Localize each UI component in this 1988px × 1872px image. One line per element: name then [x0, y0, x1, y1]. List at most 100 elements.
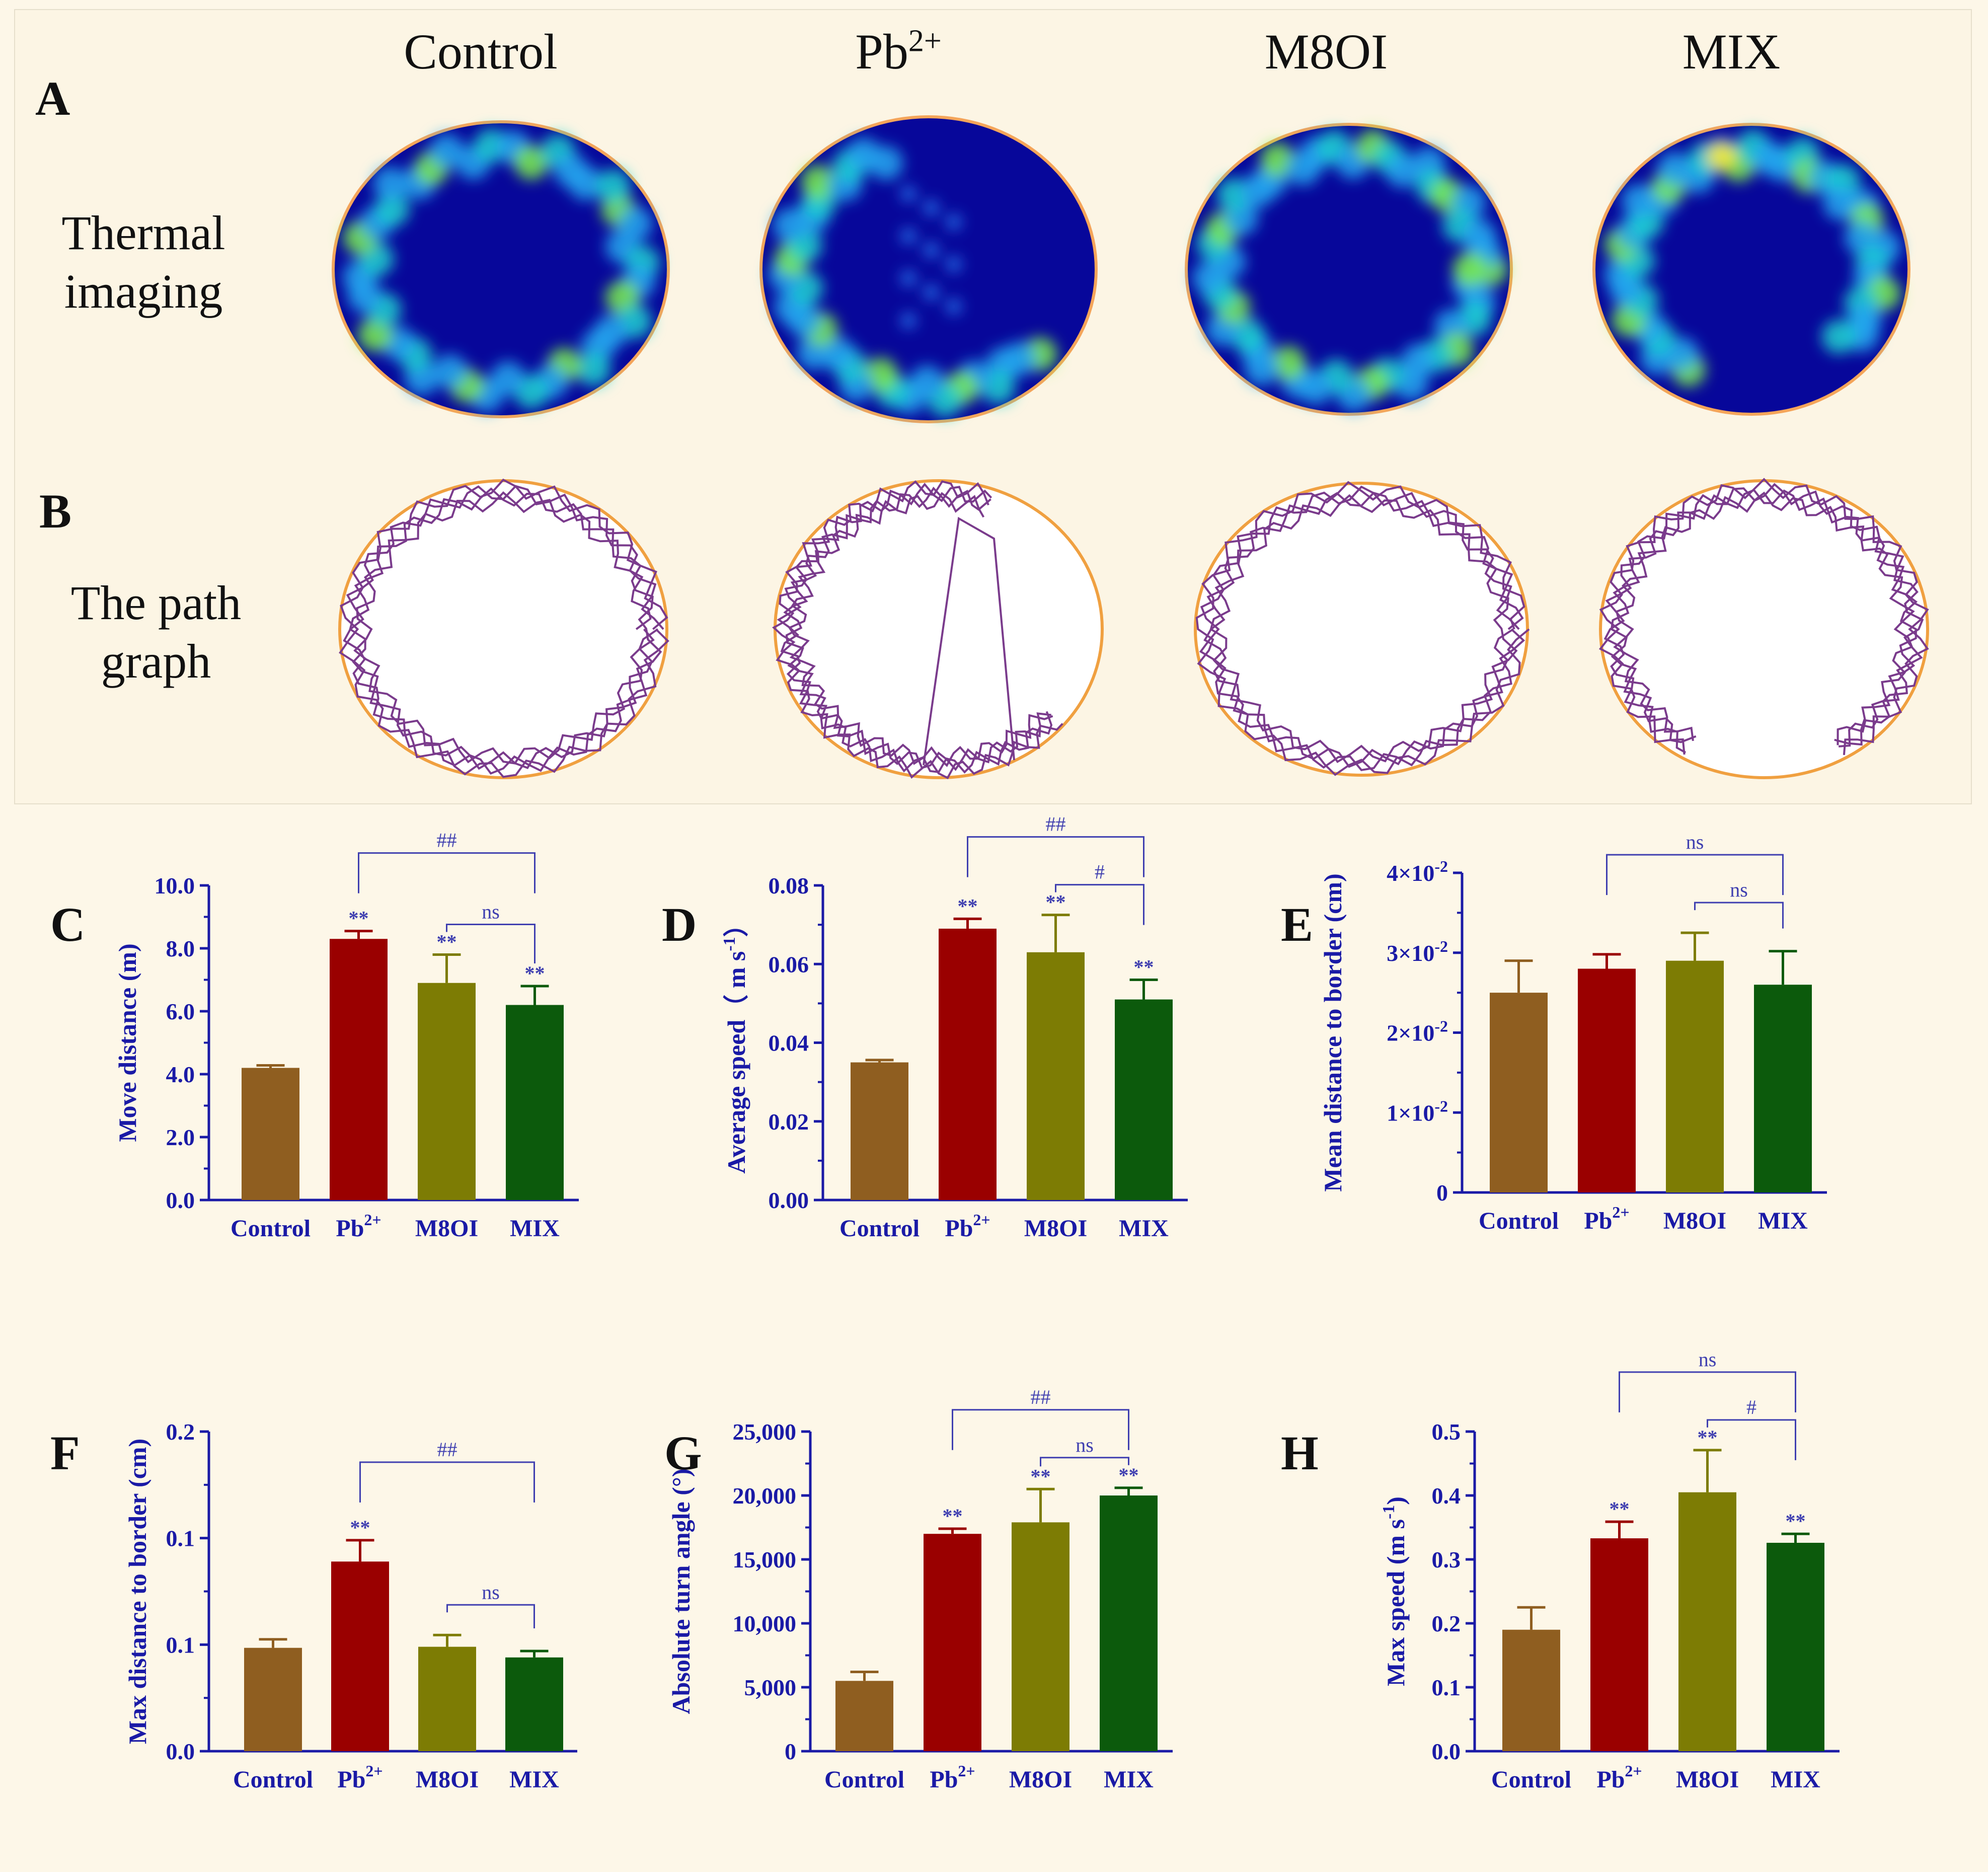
- bar-Pb2+: [1578, 968, 1636, 1192]
- y-tick-label: 10.0: [155, 873, 195, 898]
- y-axis-label: Average speed（ m s-1）: [720, 912, 750, 1173]
- category-label: Pb2+: [337, 1762, 383, 1793]
- category-label: Pb2+: [1596, 1762, 1642, 1793]
- bar-Control: [244, 1648, 302, 1751]
- y-tick-label: 6.0: [166, 999, 195, 1024]
- column-title-m8oi: M8OI: [1264, 24, 1388, 80]
- heat-spot: [900, 186, 916, 202]
- heat-spot-hot: [1706, 141, 1736, 171]
- significance-stars: **: [525, 962, 545, 985]
- significance-label: ns: [1730, 878, 1748, 901]
- y-tick-label: 5,000: [744, 1675, 797, 1700]
- category-label: Control: [231, 1215, 311, 1242]
- thermal-heat-ring: [768, 137, 1057, 417]
- path-graph-arena: [338, 479, 668, 779]
- y-tick-label: 15,000: [733, 1547, 797, 1573]
- y-tick-label: 4×10-2: [1387, 857, 1448, 886]
- movement-path: [339, 478, 669, 778]
- movement-path: [1203, 492, 1520, 768]
- heat-spot: [923, 284, 939, 301]
- y-tick-label: 0: [785, 1739, 796, 1764]
- bar-Pb2+: [330, 939, 388, 1200]
- y-tick-label: 0.02: [769, 1109, 809, 1135]
- significance-bracket: [1707, 1419, 1796, 1460]
- heat-spot: [596, 169, 631, 204]
- heat-spot: [375, 192, 410, 227]
- y-tick-label: 4.0: [166, 1062, 195, 1087]
- movement-path: [923, 516, 1015, 766]
- significance-stars: **: [943, 1505, 963, 1527]
- significance-bracket: [358, 852, 536, 893]
- bar-MIX: [1115, 999, 1173, 1200]
- y-axis-label: Absolute turn angle (°): [667, 1468, 695, 1714]
- category-label: M8OI: [1676, 1766, 1739, 1793]
- y-tick-label: 0.06: [769, 951, 809, 977]
- significance-stars: **: [1786, 1510, 1806, 1532]
- significance-label: ##: [1046, 813, 1066, 836]
- panel-label-b: B: [39, 484, 72, 538]
- significance-stars: **: [437, 931, 457, 953]
- y-tick-label: 0.1: [166, 1526, 195, 1551]
- bar-Pb2+: [924, 1534, 981, 1751]
- significance-label: ##: [437, 1438, 457, 1461]
- heat-spot: [514, 145, 549, 180]
- y-axis-label: Mean distance to border (cm): [1319, 873, 1347, 1191]
- significance-stars: **: [958, 894, 978, 917]
- heat-spot: [1821, 319, 1856, 354]
- column-title-control: Control: [404, 24, 558, 80]
- bar-M8OI: [418, 1646, 476, 1751]
- significance-stars: **: [1134, 956, 1154, 979]
- chart-D: D 0.00 0.02 0.04 0.06 0.08 Average speed（ m s-…: [662, 813, 1188, 1242]
- heat-spot: [1386, 154, 1420, 188]
- significance-stars: **: [1046, 891, 1066, 914]
- chart-H: H 0.0 0.1 0.2 0.3 0.4 0.5 Max speed (m s-1) Cont…: [1281, 1348, 1840, 1793]
- y-tick-label: 0.00: [769, 1187, 809, 1213]
- significance-label: #: [1095, 861, 1105, 883]
- y-tick-label: 0.2: [166, 1419, 195, 1445]
- movement-path: [1195, 481, 1530, 776]
- bar-Control: [1502, 1629, 1560, 1751]
- significance-stars: **: [1119, 1464, 1139, 1486]
- y-tick-label: 0.4: [1432, 1483, 1461, 1509]
- significance-bracket: [446, 924, 536, 963]
- path-graph-arena: [1599, 479, 1929, 779]
- heat-spot: [801, 165, 835, 199]
- category-label: Control: [1479, 1208, 1559, 1234]
- y-tick-label: 0.1: [1432, 1675, 1461, 1700]
- movement-path: [1610, 489, 1918, 747]
- bar-charts: C 0.0 2.0 4.0 6.0 8.0 10.0 Move distance (m) Con…: [50, 813, 1840, 1793]
- heat-spot: [900, 228, 916, 244]
- panel-label-g: G: [664, 1426, 702, 1480]
- panel-label-e: E: [1281, 897, 1313, 951]
- y-tick-label: 0.04: [769, 1030, 809, 1056]
- y-tick-label: 8.0: [166, 936, 195, 961]
- y-tick-label: 0.3: [1432, 1547, 1461, 1573]
- heat-spot: [923, 242, 939, 258]
- bar-Control: [242, 1068, 299, 1200]
- bar-M8OI: [418, 983, 476, 1200]
- bar-Pb2+: [939, 928, 997, 1200]
- significance-bracket: [967, 836, 1144, 877]
- heat-spot: [946, 214, 962, 230]
- chart-C: C 0.0 2.0 4.0 6.0 8.0 10.0 Move distance (m) Con…: [50, 829, 579, 1242]
- panel-label-f: F: [50, 1426, 80, 1480]
- significance-label: ns: [482, 1581, 500, 1603]
- significance-stars: **: [1610, 1497, 1630, 1520]
- category-label: MIX: [1771, 1766, 1820, 1793]
- category-label: Control: [233, 1766, 313, 1793]
- significance-bracket: [446, 1604, 535, 1629]
- significance-label: ns: [1076, 1434, 1094, 1456]
- significance-bracket: [1619, 1371, 1796, 1412]
- chart-E: E 0 1×10-2 2×10-2 3×10-2 4×10-2 Mean distance …: [1281, 831, 1827, 1234]
- y-axis-label: Max speed (m s-1): [1380, 1496, 1410, 1686]
- movement-path: [788, 492, 1053, 767]
- category-label: M8OI: [1009, 1766, 1072, 1793]
- heat-spot: [869, 145, 903, 180]
- heat-spot: [576, 352, 611, 387]
- y-axis-label: Max distance to border (cm): [123, 1439, 151, 1744]
- y-tick-label: 2×10-2: [1387, 1017, 1448, 1046]
- row-label-thermal: Thermal imaging: [61, 206, 225, 318]
- heat-spot: [1271, 345, 1306, 380]
- category-label: M8OI: [416, 1766, 479, 1793]
